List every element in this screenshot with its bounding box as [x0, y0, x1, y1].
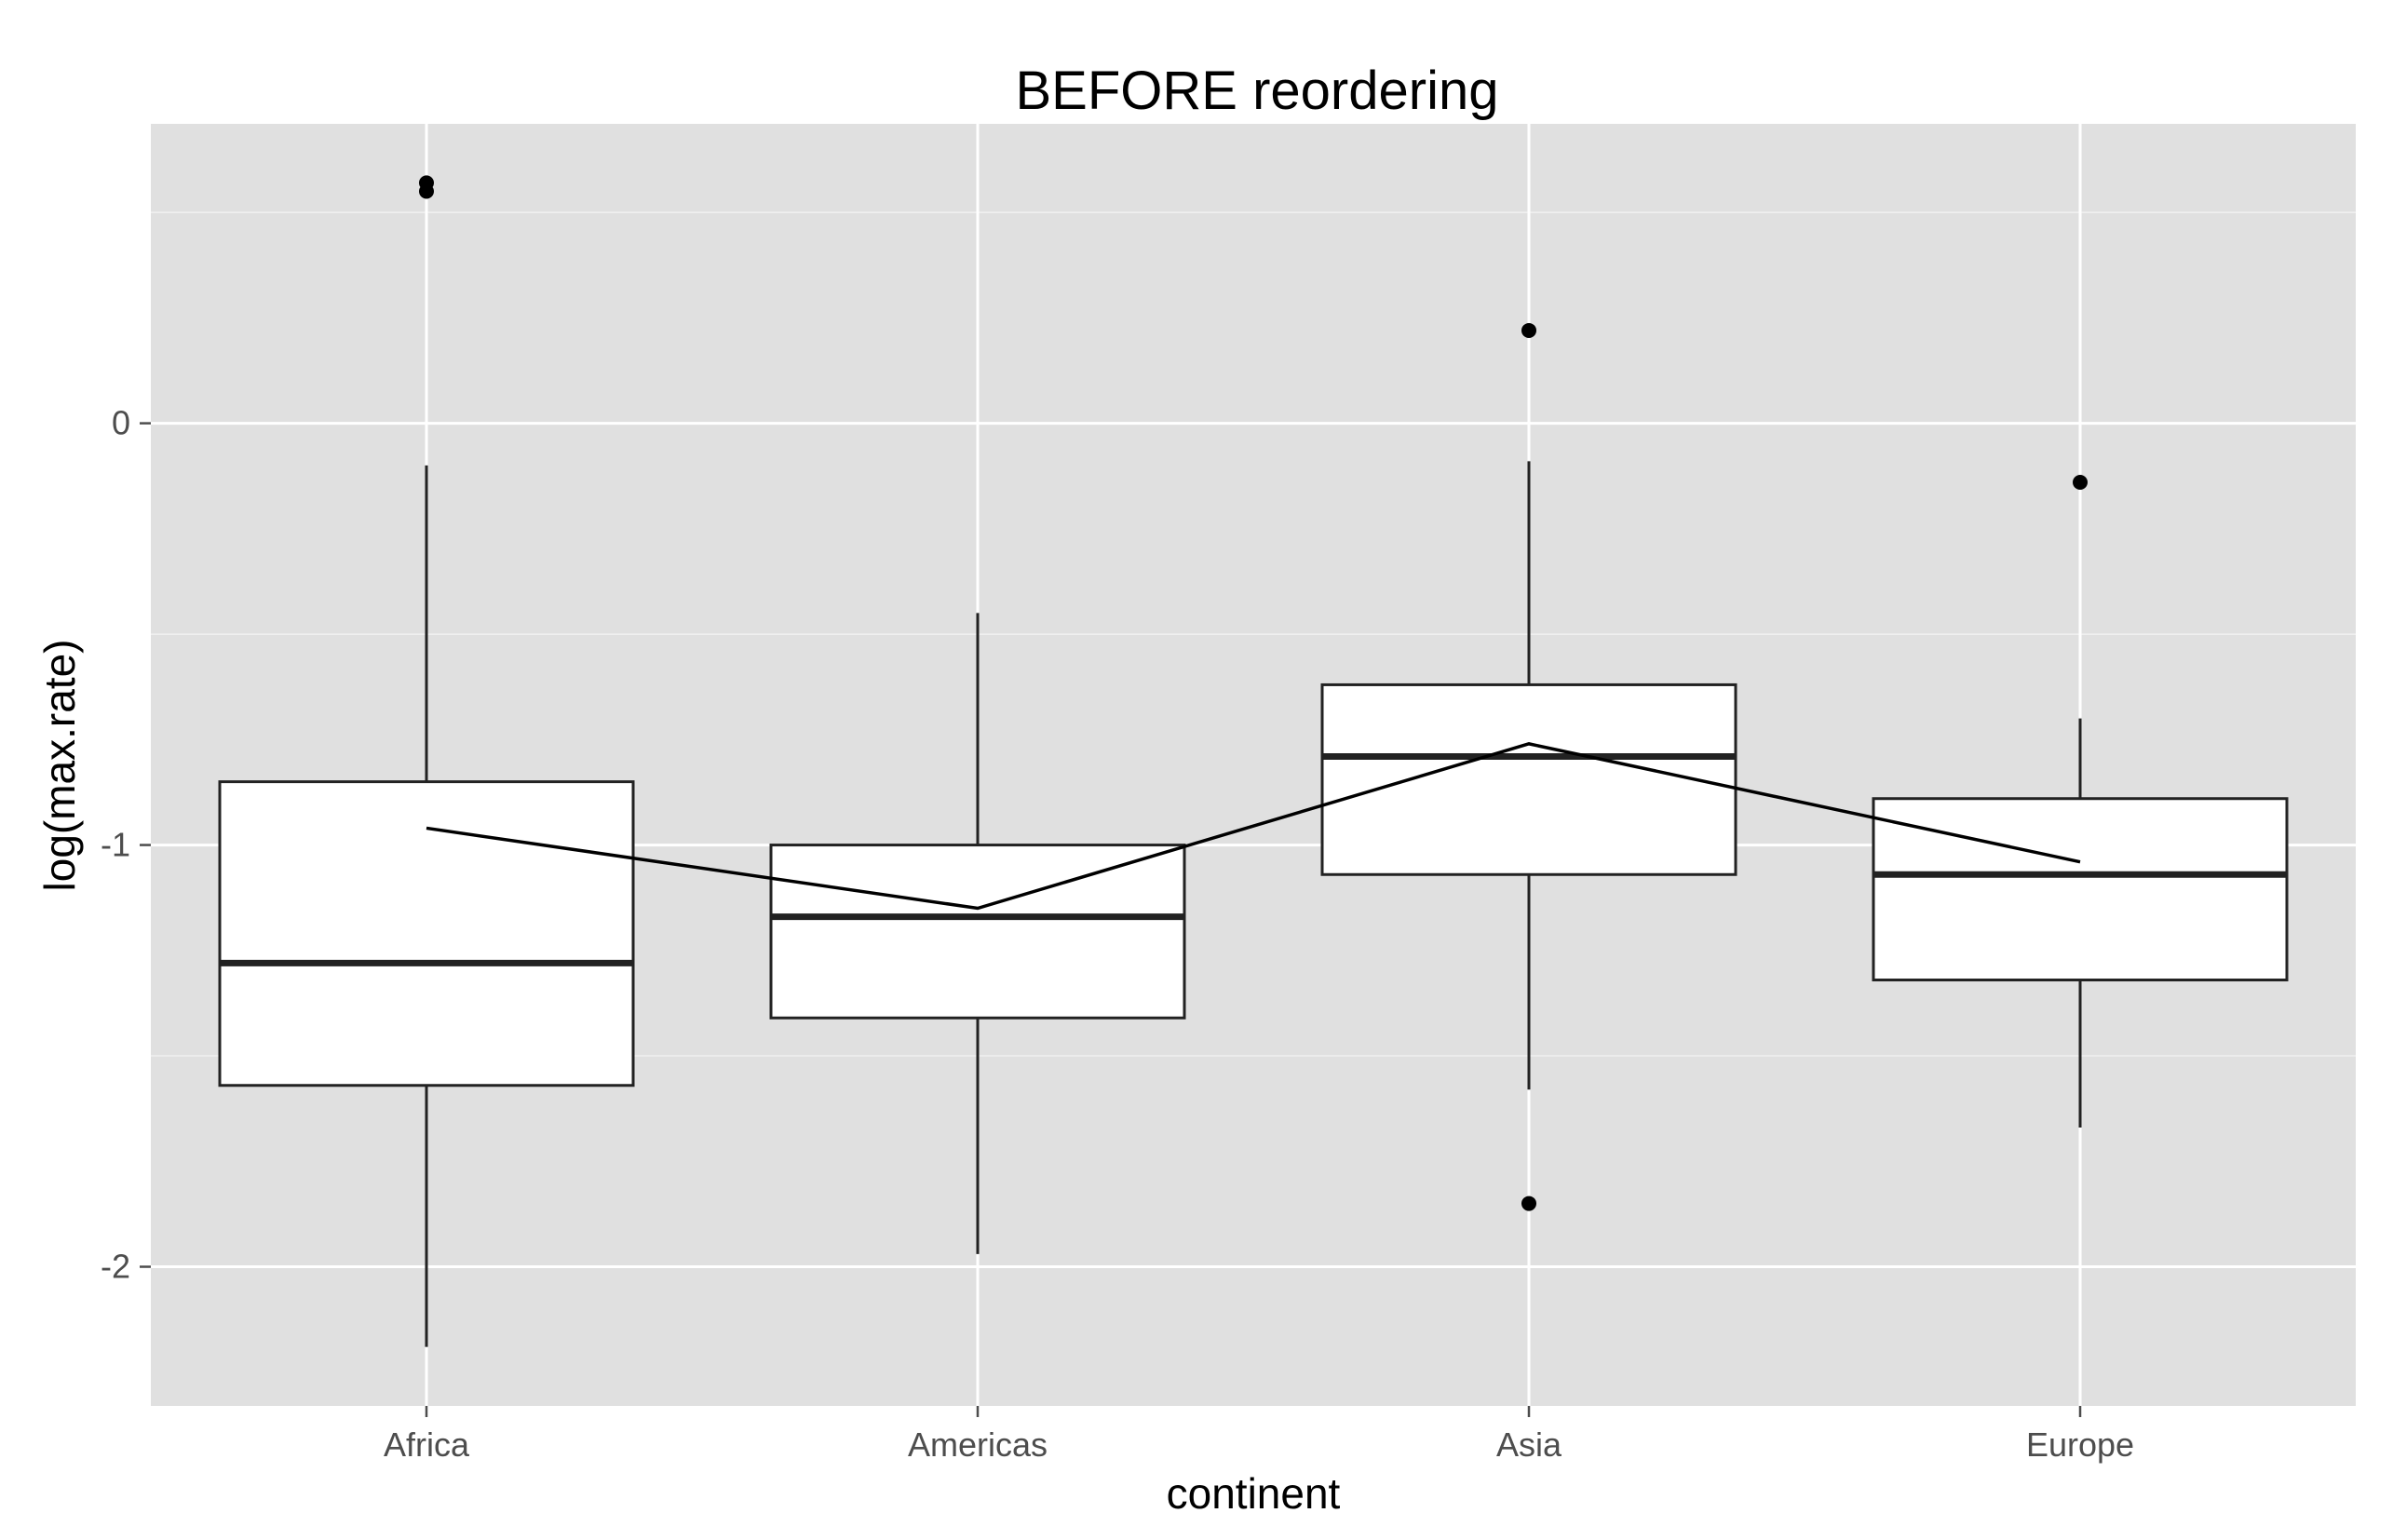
y-axis-title: log(max.rate)	[35, 640, 84, 892]
x-tick-label-africa: Africa	[384, 1425, 470, 1464]
outlier-point-africa	[419, 175, 434, 191]
box-asia	[1320, 682, 1737, 876]
x-axis-title: continent	[1167, 1469, 1341, 1518]
mean-trend-line	[426, 742, 2081, 911]
plot-panel	[151, 124, 2356, 1406]
x-tick-label-europe: Europe	[2026, 1425, 2134, 1464]
outlier-point-asia	[1521, 1196, 1536, 1211]
box-marks	[218, 175, 2289, 1347]
chart-title: BEFORE reordering	[1016, 61, 1499, 121]
box-africa	[218, 780, 635, 1087]
outlier-point-asia	[1521, 322, 1536, 338]
y-axis: 0 -1 -2	[101, 404, 151, 1286]
y-tick-label: -1	[101, 826, 130, 864]
y-tick-label: -2	[101, 1248, 130, 1286]
x-tick-label-americas: Americas	[908, 1425, 1048, 1464]
outlier-point-europe	[2073, 475, 2088, 491]
box-americas	[769, 844, 1186, 1020]
y-tick-label: 0	[112, 404, 130, 442]
box-europe	[1872, 797, 2289, 982]
x-axis: Africa Americas Asia Europe	[384, 1406, 2134, 1464]
x-tick-label-asia: Asia	[1496, 1425, 1562, 1464]
